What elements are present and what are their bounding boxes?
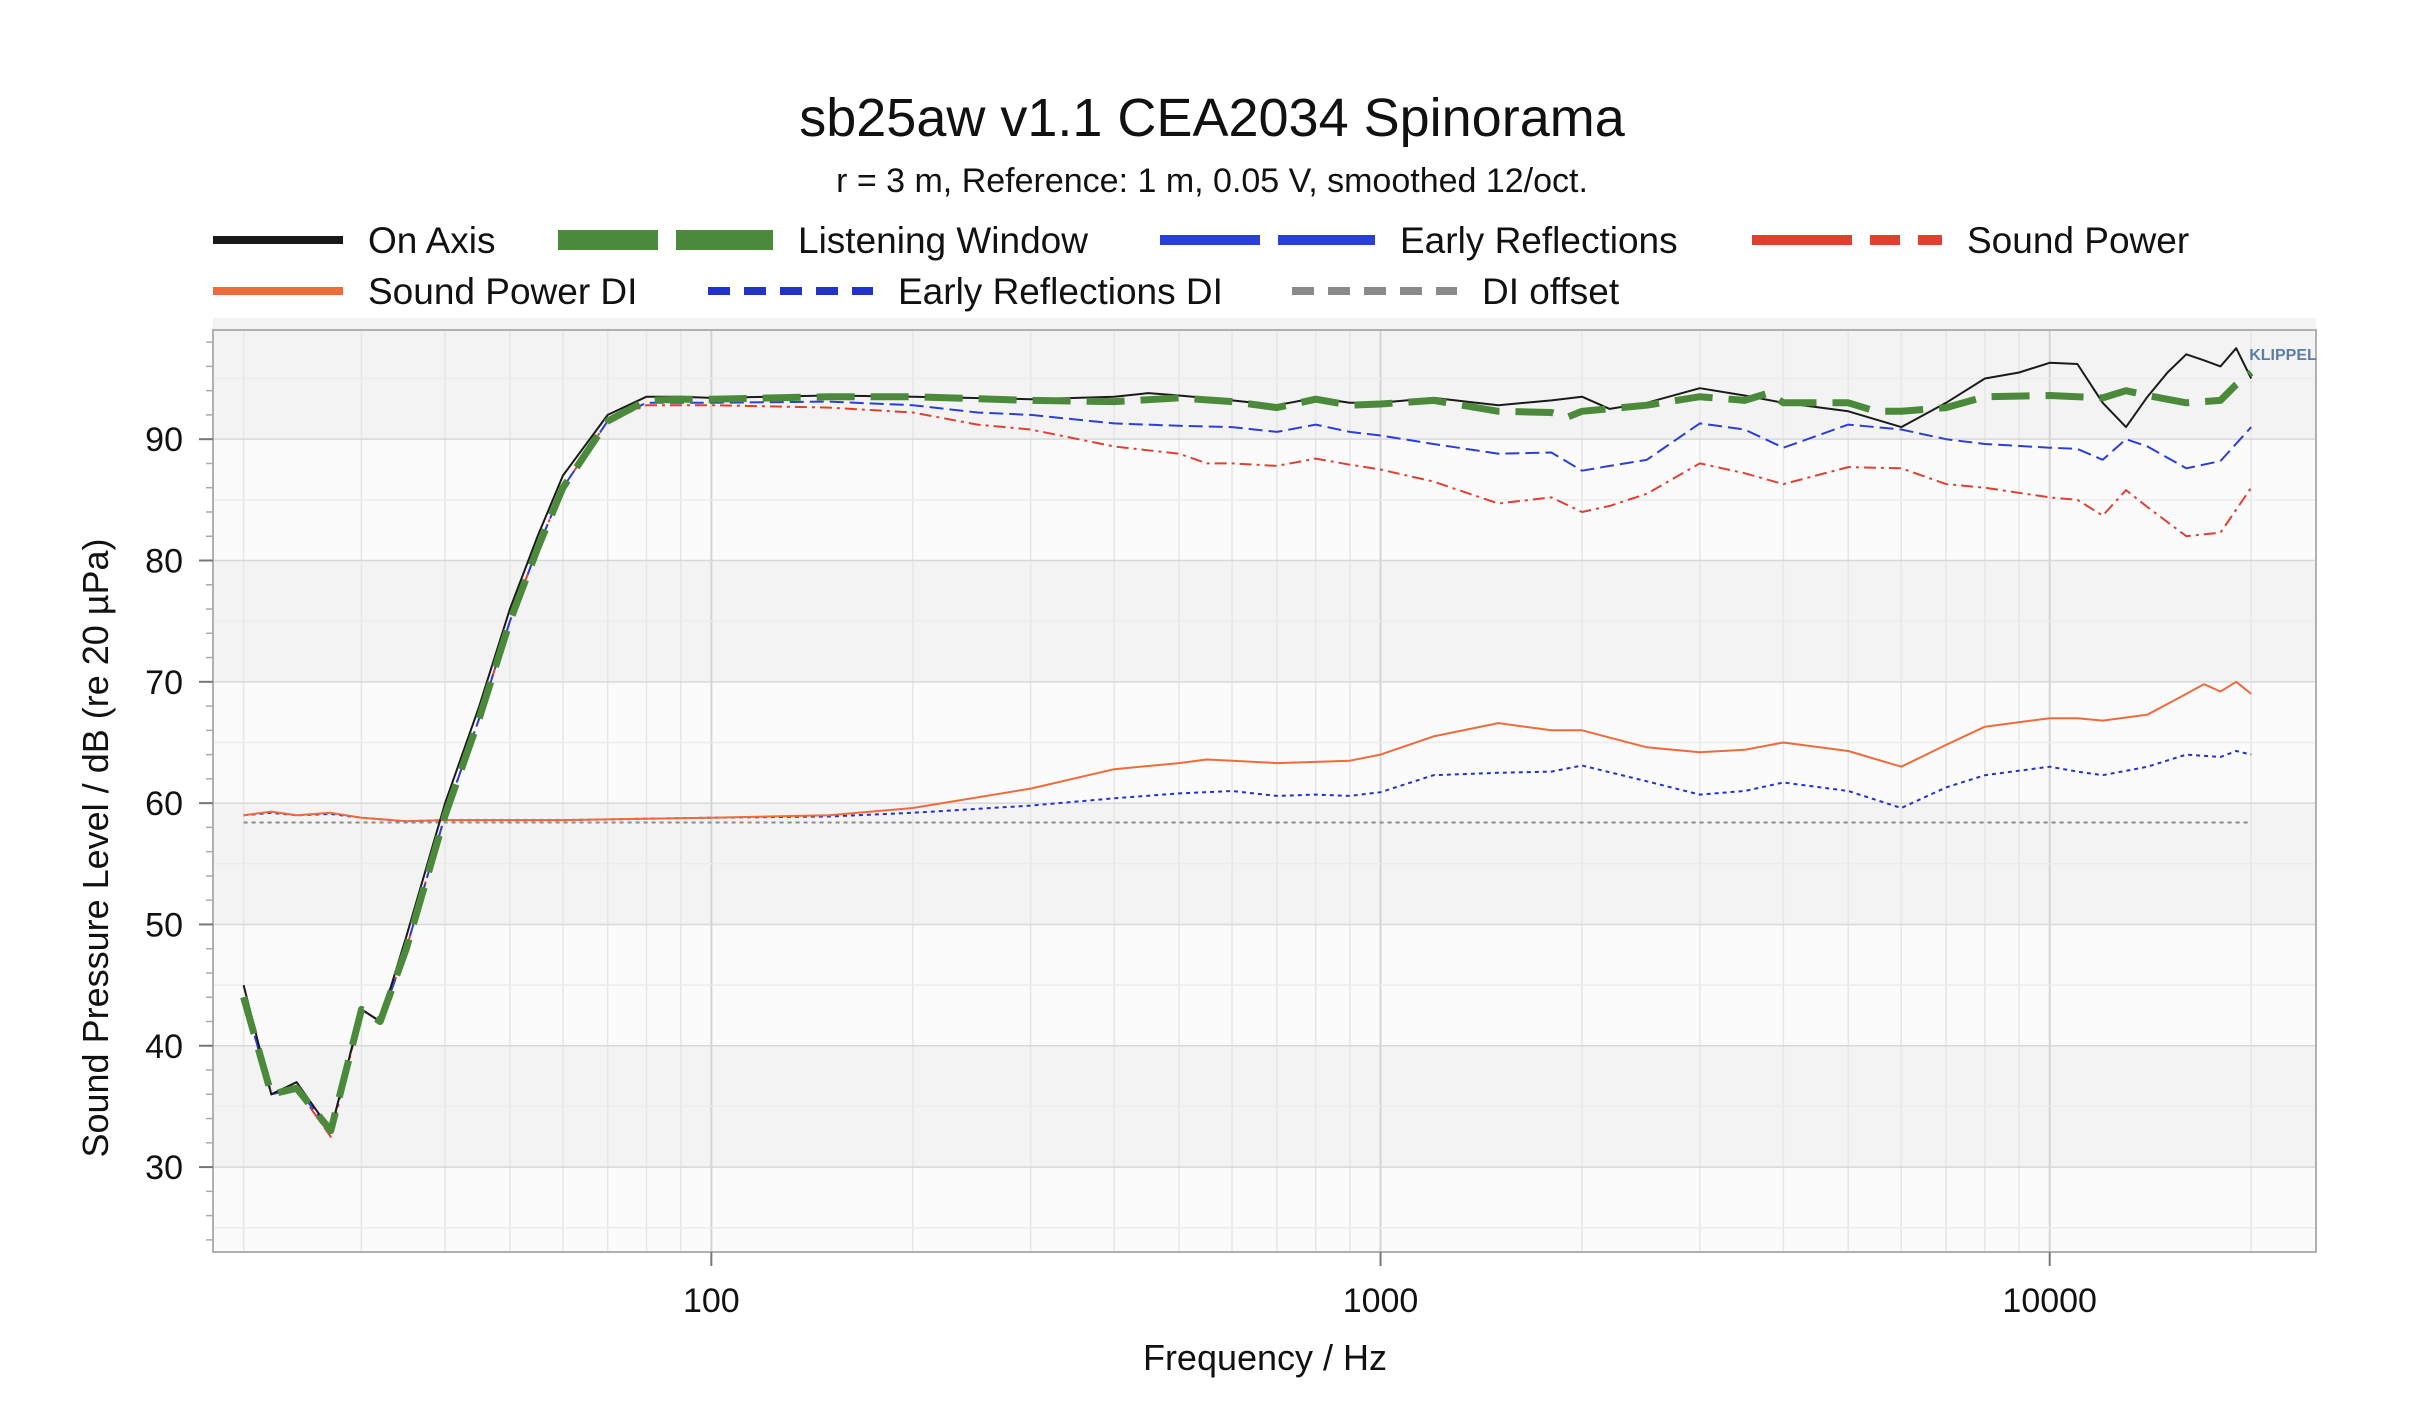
legend-label-sound-power-di: Sound Power DI xyxy=(368,271,637,312)
axes: 30 40 50 60 70 80 90 100 1000 10000 xyxy=(145,329,2317,1320)
series-line-sound-power-di xyxy=(243,680,2252,823)
x-tick-label: 10000 xyxy=(2002,1282,2097,1320)
series-group xyxy=(240,347,2254,1138)
grid-lines xyxy=(213,330,2316,1252)
x-tick-label: 1000 xyxy=(1343,1282,1419,1320)
legend-label-early-reflections-di: Early Reflections DI xyxy=(898,271,1223,312)
chart-subtitle: r = 3 m, Reference: 1 m, 0.05 V, smoothe… xyxy=(836,162,1588,200)
watermark: KLIPPEL xyxy=(2249,347,2317,364)
series-line-listening-window xyxy=(240,369,2254,1135)
y-tick-label: 70 xyxy=(145,664,183,702)
chart-title: sb25aw v1.1 CEA2034 Spinorama xyxy=(799,88,1625,148)
legend-label-on-axis: On Axis xyxy=(368,220,496,261)
legend-label-sound-power: Sound Power xyxy=(1967,220,2189,261)
legend-label-early-reflections: Early Reflections xyxy=(1400,220,1678,261)
legend-label-listening-window: Listening Window xyxy=(798,220,1088,261)
x-axis-label: Frequency / Hz xyxy=(1143,1337,1387,1378)
y-tick-label: 50 xyxy=(145,906,183,944)
y-tick-label: 60 xyxy=(145,785,183,823)
legend: On Axis Listening Window Early Reflections… xyxy=(213,220,2189,312)
plot-frame xyxy=(212,329,2317,1253)
y-tick-label: 80 xyxy=(145,543,183,581)
y-tick-label: 30 xyxy=(145,1149,183,1187)
legend-label-di-offset: DI offset xyxy=(1482,271,1620,312)
x-tick-label: 100 xyxy=(683,1282,740,1320)
y-tick-label: 40 xyxy=(145,1028,183,1066)
y-tick-label: 90 xyxy=(145,421,183,459)
plot-area xyxy=(213,317,2316,1252)
y-axis-label: Sound Pressure Level / dB (re 20 µPa) xyxy=(75,538,116,1157)
